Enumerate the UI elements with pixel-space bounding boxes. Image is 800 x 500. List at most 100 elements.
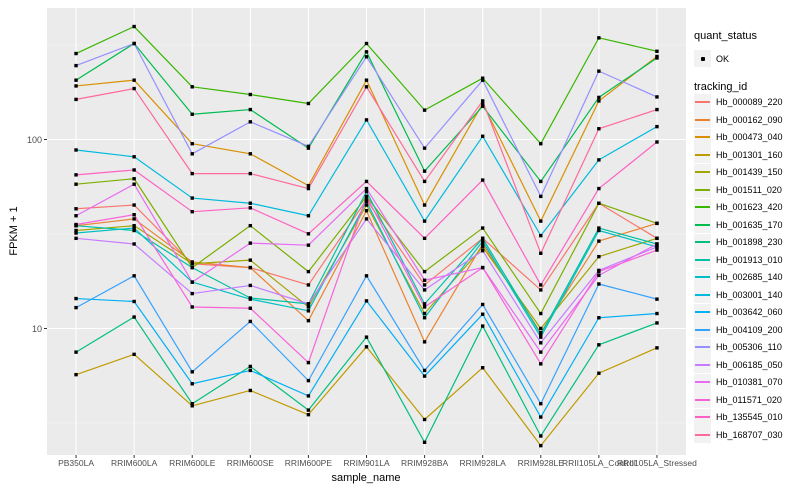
data-point	[422, 302, 427, 306]
data-point	[597, 95, 601, 100]
data-point	[422, 108, 427, 112]
data-point	[539, 179, 543, 184]
legend-item-tracking-id: Hb_000162_090	[694, 111, 800, 128]
data-point	[422, 374, 427, 378]
data-point	[539, 311, 543, 316]
data-point	[364, 41, 369, 46]
legend-item-tracking-id: Hb_001301_160	[694, 146, 800, 163]
data-point	[306, 214, 311, 218]
data-point	[190, 305, 194, 309]
legend-key	[694, 50, 711, 67]
data-point	[655, 95, 659, 99]
legend-key	[694, 426, 711, 443]
legend-item-tracking-id: Hb_001635_170	[694, 216, 800, 233]
legend-key	[694, 251, 711, 268]
data-point	[190, 112, 194, 116]
data-point	[306, 146, 311, 150]
data-point	[539, 332, 543, 337]
data-point	[248, 241, 253, 245]
data-point	[597, 226, 601, 230]
legend-key	[694, 111, 711, 128]
data-point	[539, 350, 543, 354]
data-point	[132, 223, 136, 228]
legend-key	[694, 128, 711, 146]
data-point	[132, 182, 136, 186]
legend-item-label: OK	[716, 53, 730, 64]
data-point	[655, 346, 659, 350]
data-point	[422, 146, 427, 150]
legend-item-label: Hb_001898_230	[716, 237, 783, 247]
data-point	[480, 245, 485, 249]
data-point	[306, 283, 311, 287]
legend-item-tracking-id: Hb_000473_040	[694, 128, 800, 146]
x-axis-title: sample_name	[331, 472, 401, 484]
data-point	[480, 239, 485, 243]
data-point	[597, 69, 601, 73]
data-point	[422, 305, 427, 309]
x-tick-label: RRIM928LE	[517, 458, 564, 468]
data-point	[422, 219, 427, 223]
data-point	[655, 311, 659, 316]
legend-tracking-id-items: Hb_000089_220 Hb_000162_090 Hb_000473_040 H…	[694, 93, 800, 443]
legend-item-tracking-id: Hb_001913_010	[694, 251, 800, 268]
legend-key	[694, 321, 711, 338]
data-point	[422, 169, 427, 173]
data-point	[422, 311, 427, 316]
line-swatch-icon	[695, 101, 710, 103]
data-point	[597, 282, 601, 286]
data-point	[190, 404, 194, 408]
data-point	[364, 335, 369, 339]
y-axis-title: FPKM + 1	[8, 206, 20, 256]
data-point	[248, 92, 253, 97]
data-point	[74, 207, 78, 211]
data-point	[74, 296, 78, 301]
data-point	[74, 78, 78, 82]
legend-key	[694, 268, 711, 286]
x-tick-label: RRIM928LA	[459, 458, 506, 468]
y-tick-label: 10	[31, 323, 42, 334]
data-point	[74, 231, 78, 235]
data-point	[132, 228, 136, 233]
legend-item-label: Hb_001511_020	[716, 184, 782, 195]
legend-item-label: Hb_000473_040	[716, 132, 783, 142]
line-swatch-icon	[695, 398, 710, 401]
data-point	[248, 368, 253, 373]
data-point	[74, 63, 78, 68]
data-point	[74, 222, 78, 227]
data-point	[422, 316, 427, 320]
data-point	[597, 273, 601, 278]
legend-key	[694, 233, 711, 251]
data-point	[190, 265, 194, 270]
line-swatch-icon	[695, 136, 710, 138]
legend-item-label: Hb_135545_010	[716, 412, 783, 422]
data-point	[655, 124, 659, 129]
data-point	[248, 201, 253, 205]
line-swatch-icon	[695, 153, 710, 156]
data-point	[190, 85, 194, 89]
legend-item-tracking-id: Hb_006185_050	[694, 356, 800, 373]
data-point	[248, 364, 253, 369]
x-tick-label: RRIM600PE	[284, 458, 333, 468]
data-point	[364, 179, 369, 184]
data-point	[132, 242, 136, 246]
data-point	[422, 440, 427, 444]
data-point	[364, 299, 369, 303]
data-point	[132, 213, 136, 217]
x-tick-label: RRIM600LA	[110, 458, 158, 468]
data-point	[364, 199, 369, 204]
data-point	[190, 370, 194, 374]
data-point	[480, 302, 485, 307]
legend: quant_status OK tracking_id Hb_000089_22…	[694, 0, 800, 443]
data-point	[74, 350, 78, 354]
legend-item-label: Hb_000089_220	[716, 97, 783, 107]
data-point	[248, 171, 253, 176]
x-tick-label: RRIM600SE	[226, 458, 274, 468]
line-swatch-icon	[695, 258, 710, 261]
data-point	[655, 242, 659, 246]
legend-key	[694, 356, 711, 373]
data-point	[132, 315, 136, 319]
legend-title-tracking-id: tracking_id	[694, 81, 748, 93]
legend-item-label: Hb_010381_070	[716, 377, 783, 387]
data-point	[655, 297, 659, 301]
